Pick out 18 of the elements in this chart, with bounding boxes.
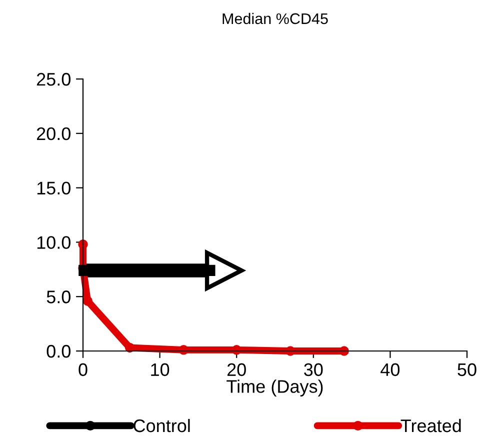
- y-tick-label: 25.0: [36, 72, 70, 86]
- chart-title: Median %CD45: [222, 12, 328, 24]
- y-tick-label: 15.0: [37, 182, 70, 195]
- y-tick-label: 0.0: [46, 344, 70, 358]
- x-axis-title: Time (Days): [226, 380, 323, 396]
- y-tick-label: 5.0: [46, 290, 70, 304]
- y-tick-label: 20.0: [36, 127, 70, 140]
- point: [124, 342, 135, 353]
- x-tick-label: 20: [227, 363, 246, 376]
- y-tick-label: 10.0: [37, 236, 70, 249]
- legend-label: Control: [134, 418, 190, 432]
- x-tick-label: 40: [380, 363, 400, 376]
- legend-label: Treated: [400, 418, 461, 432]
- x-tick-label: 10: [151, 363, 170, 376]
- x-tick-label: 50: [458, 363, 476, 376]
- x-tick-label: 30: [304, 363, 323, 376]
- point: [82, 296, 92, 306]
- x-tick-label: 0: [78, 363, 88, 376]
